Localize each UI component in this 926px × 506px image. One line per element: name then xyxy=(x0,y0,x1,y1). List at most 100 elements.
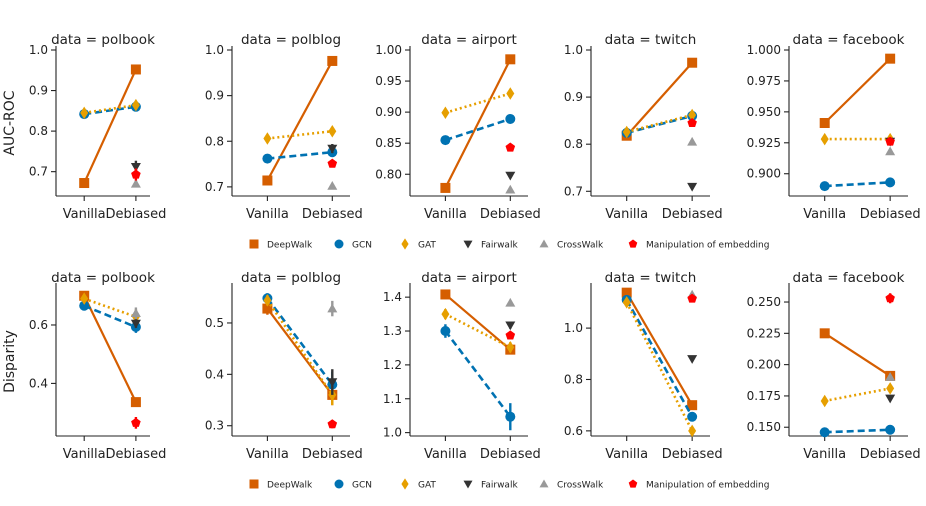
series-manipulation-of-embedding xyxy=(505,142,516,152)
series-gcn xyxy=(819,177,896,192)
series-line xyxy=(267,129,333,140)
panel-title: data = polbook xyxy=(51,270,155,286)
panel-auc-polbook: data = polbook 0.7 0.8 0.9 1.0 Vanilla Debiase… xyxy=(2,32,166,222)
panel-title: data = twitch xyxy=(605,32,697,48)
series-fairwalk xyxy=(687,182,698,192)
x-tick-label: Vanilla xyxy=(246,447,289,462)
data-point xyxy=(131,169,141,179)
series-crosswalk xyxy=(505,297,516,307)
data-point xyxy=(262,303,273,314)
series-line xyxy=(444,330,512,418)
legend-marker xyxy=(628,239,638,248)
series-line xyxy=(625,61,693,137)
series-line xyxy=(266,299,334,396)
x-tick-label: Debiased xyxy=(480,447,541,462)
data-point xyxy=(885,424,896,435)
series-gat xyxy=(622,296,697,438)
series-gcn xyxy=(262,147,338,164)
legend-item-crosswalk: CrossWalk xyxy=(539,239,604,251)
x-tick-label: Vanilla xyxy=(424,447,467,462)
y-tick-label: 1.0 xyxy=(564,321,583,335)
series-manipulation-of-embedding xyxy=(687,118,697,127)
y-tick-label: 0.4 xyxy=(29,376,48,390)
y-tick-label: 0.9 xyxy=(564,90,583,104)
y-axis-label: Disparity xyxy=(2,330,18,393)
data-point xyxy=(505,142,516,152)
legend-marker xyxy=(401,238,409,250)
x-tick-label: Vanilla xyxy=(803,207,846,222)
panel-title: data = polblog xyxy=(241,270,341,286)
legend-label: CrossWalk xyxy=(557,241,604,251)
series-line xyxy=(626,113,693,134)
data-point xyxy=(130,308,141,318)
data-point xyxy=(885,293,895,303)
series-deepwalk xyxy=(621,57,698,141)
series-crosswalk xyxy=(885,372,896,381)
series-line xyxy=(625,299,694,418)
y-tick-label: 0.8 xyxy=(29,124,48,138)
series-gat xyxy=(622,108,697,139)
legend-marker xyxy=(539,239,549,248)
y-tick-label: 0.925 xyxy=(747,136,781,150)
series-line xyxy=(824,387,891,403)
x-tick-label: Vanilla xyxy=(605,447,648,462)
data-point xyxy=(130,64,141,75)
y-tick-label: 0.80 xyxy=(375,167,402,181)
y-tick-label: 0.8 xyxy=(564,137,583,151)
data-point xyxy=(688,108,697,122)
x-tick-label: Debiased xyxy=(302,447,363,462)
data-point xyxy=(622,125,631,139)
series-manipulation-of-embedding xyxy=(505,330,516,340)
legend-item-manipulation-of-embedding: Manipulation of embedding xyxy=(628,479,769,491)
data-point xyxy=(885,146,896,156)
series-line xyxy=(444,58,512,189)
data-point xyxy=(687,411,698,422)
data-point xyxy=(506,87,515,100)
data-point xyxy=(328,124,337,138)
series-deepwalk xyxy=(262,302,338,406)
y-tick-label: 0.6 xyxy=(564,424,583,438)
series-manipulation-of-embedding xyxy=(885,136,895,146)
y-tick-label: 0.900 xyxy=(747,167,781,181)
data-point xyxy=(263,294,272,307)
legend-label: GAT xyxy=(418,241,436,251)
data-point xyxy=(327,158,338,168)
data-point xyxy=(505,171,516,181)
series-line xyxy=(267,150,333,160)
series-crosswalk xyxy=(687,136,698,146)
legend-item-fairwalk: Fairwalk xyxy=(463,481,518,491)
data-point xyxy=(886,382,895,395)
panel-auc-twitch: data = twitch 0.7 0.8 0.9 1.0 Vanilla Debiased xyxy=(564,32,723,222)
data-point xyxy=(819,118,830,128)
data-point xyxy=(622,296,631,309)
data-point xyxy=(327,378,338,388)
panel-title: data = polbook xyxy=(51,32,155,48)
y-tick-label: 0.95 xyxy=(375,74,402,88)
series-line xyxy=(444,312,511,349)
y-tick-label: 0.9 xyxy=(205,89,224,103)
legend-marker xyxy=(249,479,259,489)
x-tick-label: Debiased xyxy=(662,447,723,462)
data-point xyxy=(441,106,450,119)
legend-label: Manipulation of embedding xyxy=(646,481,769,491)
y-tick-label: 0.8 xyxy=(205,134,224,148)
x-tick-label: Debiased xyxy=(105,207,166,222)
data-point xyxy=(819,181,830,192)
data-point xyxy=(819,328,830,339)
y-tick-label: 0.6 xyxy=(29,318,48,332)
x-tick-label: Debiased xyxy=(105,447,166,462)
legend-item-gcn: GCN xyxy=(334,479,372,491)
data-point xyxy=(687,182,698,192)
data-point xyxy=(80,106,89,120)
legend-item-gat: GAT xyxy=(401,238,436,251)
series-deepwalk xyxy=(621,287,698,411)
legend-bottom: DeepWalk GCN GAT Fairwalk CrossWalk Manipulat… xyxy=(249,478,769,491)
y-tick-label: 0.975 xyxy=(747,74,781,88)
series-crosswalk xyxy=(130,178,141,188)
series-gcn xyxy=(79,101,141,120)
series-line xyxy=(823,57,891,124)
y-tick-label: 0.85 xyxy=(375,136,402,150)
data-point xyxy=(262,175,273,186)
panel-title: data = airport xyxy=(421,270,517,286)
